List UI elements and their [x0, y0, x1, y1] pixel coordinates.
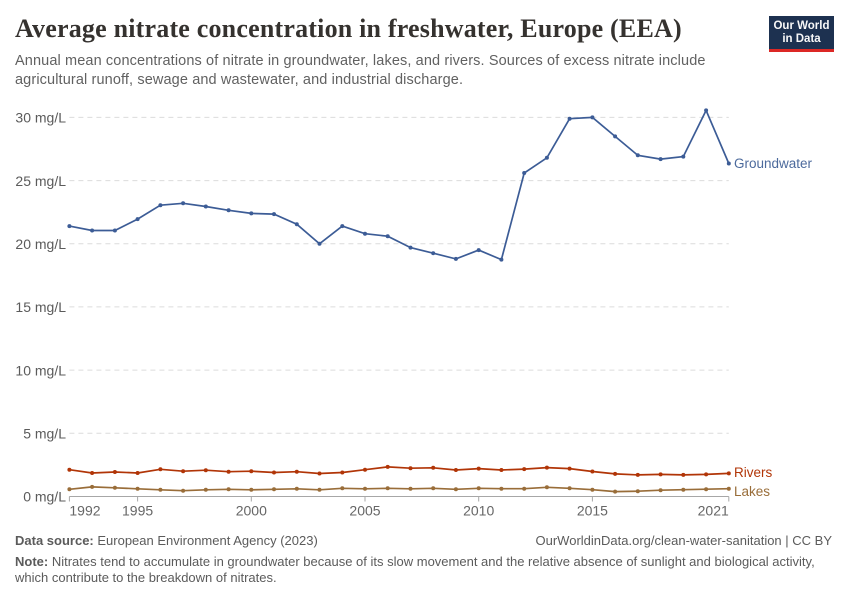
svg-text:2021: 2021 [698, 503, 729, 519]
svg-text:2010: 2010 [463, 503, 494, 519]
svg-text:15 mg/L: 15 mg/L [15, 299, 66, 315]
svg-text:1995: 1995 [122, 503, 153, 519]
svg-text:0 mg/L: 0 mg/L [23, 489, 66, 505]
svg-text:30 mg/L: 30 mg/L [15, 110, 66, 126]
svg-text:Lakes: Lakes [734, 484, 770, 499]
svg-text:1992: 1992 [69, 503, 100, 519]
svg-text:Groundwater: Groundwater [734, 156, 813, 171]
svg-text:2000: 2000 [236, 503, 267, 519]
svg-text:2005: 2005 [349, 503, 380, 519]
svg-text:2015: 2015 [577, 503, 608, 519]
svg-text:10 mg/L: 10 mg/L [15, 362, 66, 378]
svg-text:25 mg/L: 25 mg/L [15, 173, 66, 189]
svg-text:20 mg/L: 20 mg/L [15, 236, 66, 252]
svg-text:Rivers: Rivers [734, 465, 773, 480]
svg-text:5 mg/L: 5 mg/L [23, 426, 66, 442]
